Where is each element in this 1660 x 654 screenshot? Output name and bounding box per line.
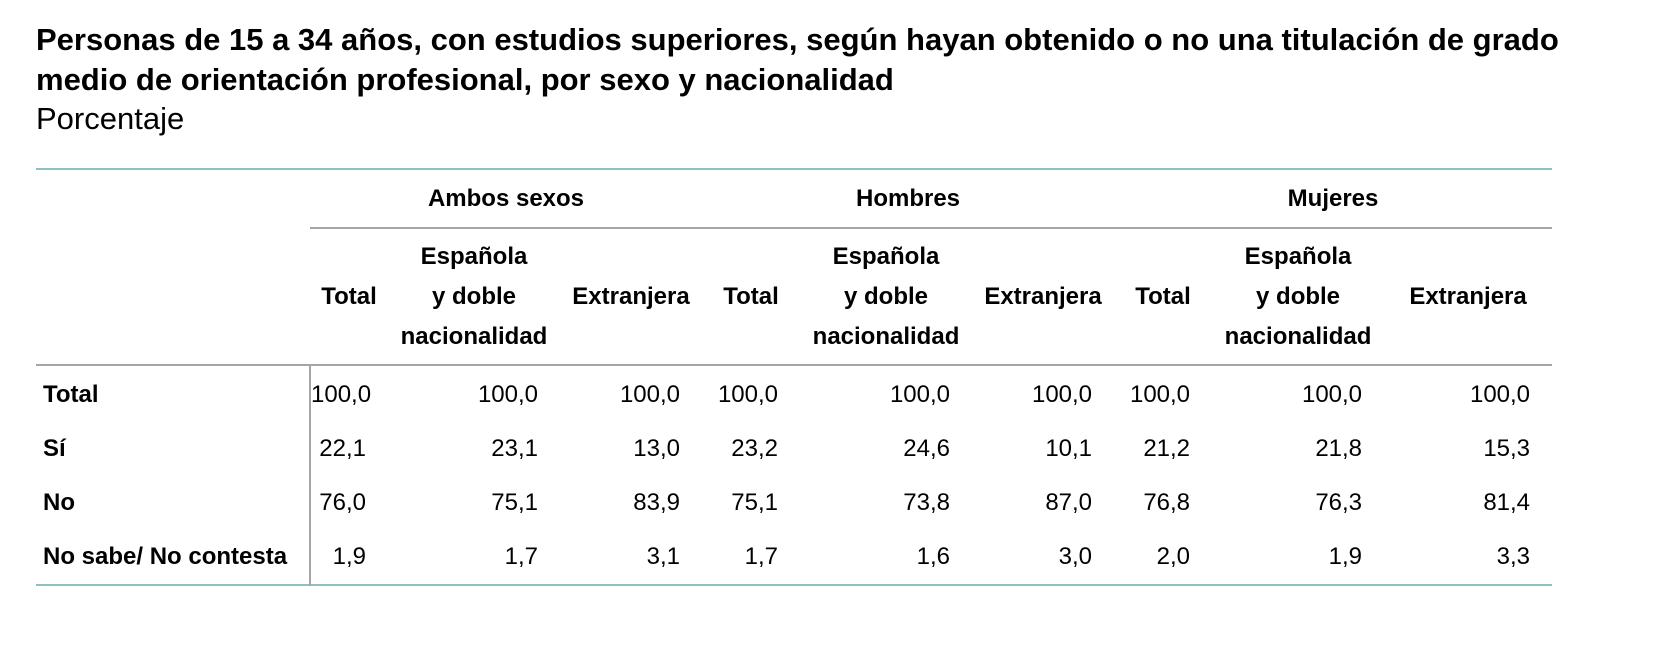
table-cell: 87,0 — [1045, 489, 1093, 516]
table-cell: 100,0 — [619, 381, 681, 408]
table-cell: 83,9 — [633, 489, 681, 516]
table-row: Sí 22,1 23,1 13,0 23,2 24,6 10,1 21,2 21… — [36, 422, 1552, 476]
page-title: Personas de 15 a 34 años, con estudios s… — [36, 22, 1559, 97]
table-cell: 1,7 — [744, 543, 779, 570]
subheader-extranjera: Extranjera — [560, 228, 703, 366]
table-row: No sabe/ No contesta 1,9 1,7 3,1 1,7 1,6… — [36, 530, 1552, 585]
table-cell: 73,8 — [903, 489, 951, 516]
row-label: No sabe/ No contesta — [36, 530, 311, 585]
table-cell: 76,8 — [1143, 489, 1191, 516]
table-cell: 100,0 — [1031, 381, 1093, 408]
subheader-total: Total — [702, 228, 801, 366]
subheader-extranjera: Extranjera — [1384, 228, 1553, 366]
header-corner — [36, 169, 310, 366]
group-header-ambos-sexos: Ambos sexos — [310, 169, 703, 229]
table-cell: 1,6 — [916, 543, 951, 570]
table-cell: 3,1 — [646, 543, 681, 570]
table-cell: 75,1 — [731, 489, 779, 516]
subheader-espanola: Española y doble nacionalidad — [800, 228, 973, 366]
table-cell: 24,6 — [903, 435, 951, 462]
table-cell: 22,1 — [319, 435, 366, 462]
page-subtitle: Porcentaje — [36, 101, 185, 136]
table-cell: 23,2 — [731, 435, 779, 462]
table-cell: 3,3 — [1496, 543, 1531, 570]
row-label: Total — [36, 365, 311, 422]
table-row: No 76,0 75,1 83,9 75,1 73,8 87,0 76,8 76… — [36, 476, 1552, 530]
table-cell: 81,4 — [1483, 489, 1531, 516]
table-cell: 100,0 — [889, 381, 951, 408]
table-cell: 75,1 — [491, 489, 538, 516]
table-row: Total 100,0 100,0 100,0 100,0 100,0 100,… — [36, 365, 1552, 422]
table-cell: 1,7 — [504, 543, 538, 570]
table-cell: 21,8 — [1315, 435, 1363, 462]
table-cell: 100,0 — [311, 381, 372, 408]
table-cell: 1,9 — [1328, 543, 1363, 570]
subheader-total: Total — [1114, 228, 1213, 366]
table-cell: 76,0 — [319, 489, 366, 516]
table-cell: 76,3 — [1315, 489, 1363, 516]
table-cell: 1,9 — [332, 543, 366, 570]
data-table: Ambos sexos Hombres Mujeres Total Españo… — [36, 168, 1553, 586]
table-cell: 13,0 — [633, 435, 681, 462]
table-cell: 100,0 — [477, 381, 538, 408]
row-label: Sí — [36, 422, 311, 476]
group-header-hombres: Hombres — [702, 169, 1115, 229]
row-label: No — [36, 476, 311, 530]
table-cell: 23,1 — [491, 435, 538, 462]
subheader-total: Total — [310, 228, 388, 366]
table-cell: 100,0 — [1301, 381, 1363, 408]
table-cell: 21,2 — [1143, 435, 1191, 462]
table-cell: 100,0 — [717, 381, 779, 408]
subheader-extranjera: Extranjera — [972, 228, 1115, 366]
table-cell: 100,0 — [1469, 381, 1531, 408]
subheader-espanola: Española y doble nacionalidad — [1212, 228, 1385, 366]
table-cell: 2,0 — [1156, 543, 1191, 570]
subheader-espanola: Española y doble nacionalidad — [388, 228, 560, 366]
table-cell: 15,3 — [1483, 435, 1531, 462]
table-cell: 100,0 — [1129, 381, 1191, 408]
table-cell: 3,0 — [1058, 543, 1093, 570]
table-cell: 10,1 — [1045, 435, 1093, 462]
group-header-mujeres: Mujeres — [1114, 169, 1553, 229]
